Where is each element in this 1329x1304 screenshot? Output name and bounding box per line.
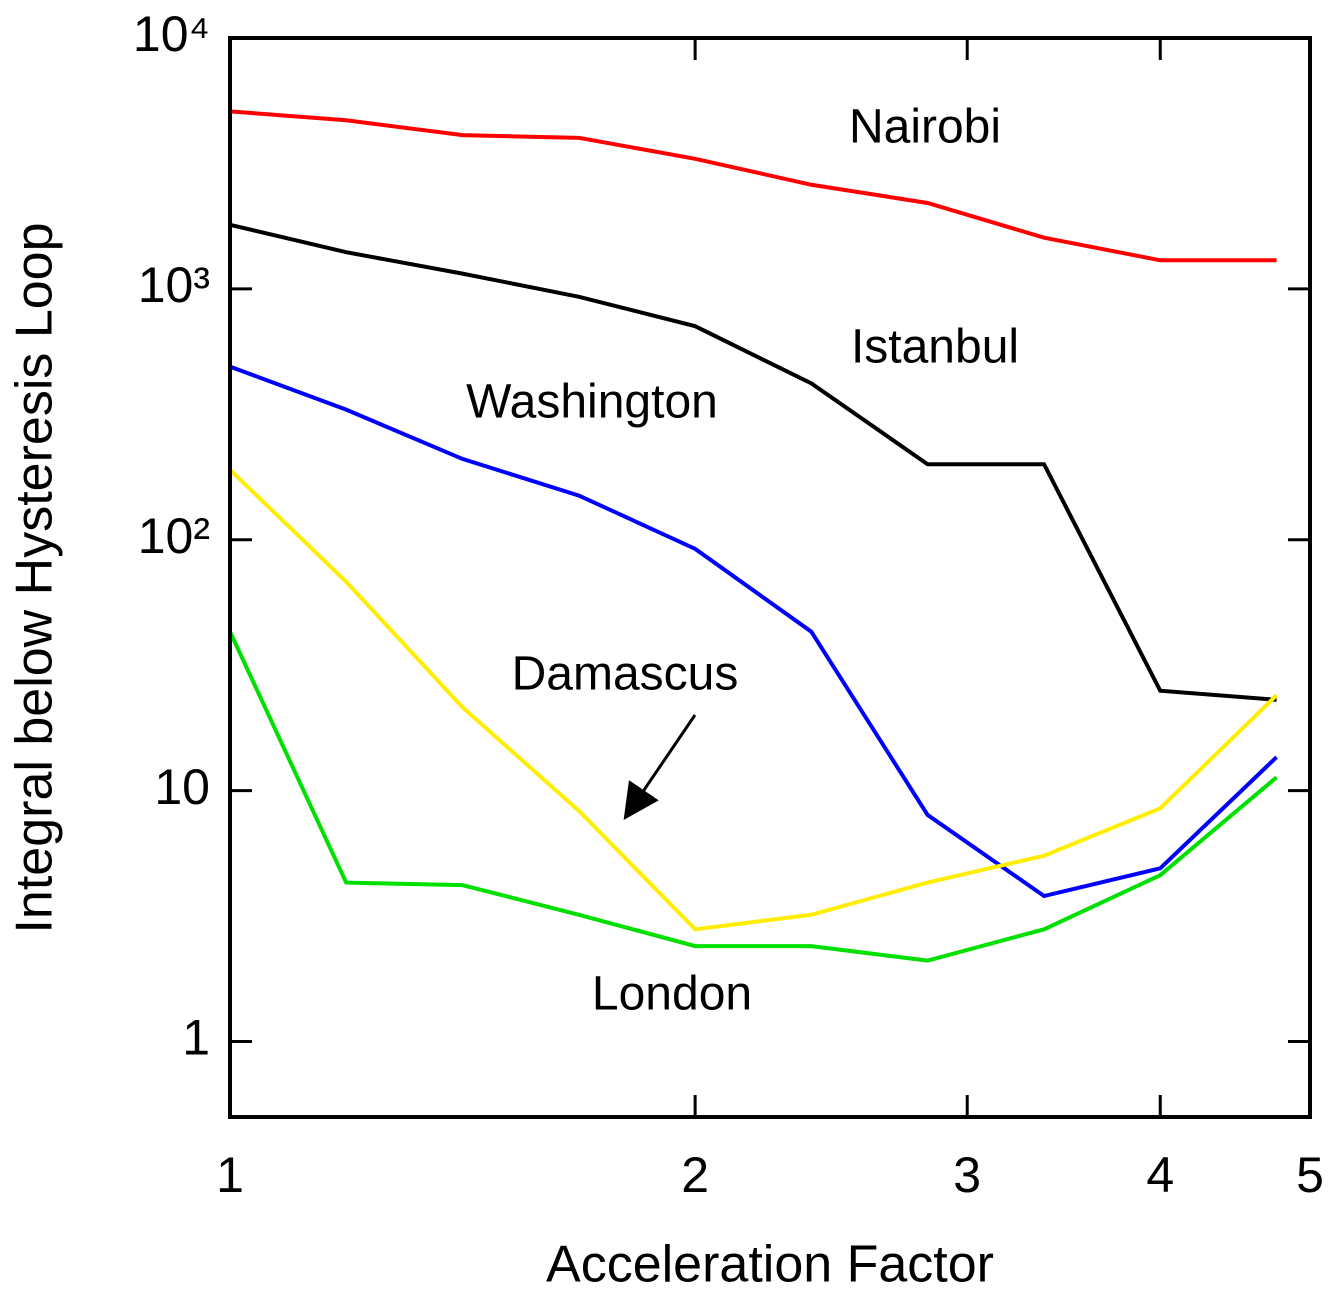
series-line: [228, 468, 1278, 932]
x-axis-label: Acceleration Factor: [546, 1236, 994, 1294]
series-line: [229, 364, 1278, 899]
y-tick-label: 10: [154, 759, 210, 815]
x-tick-label: 5: [1296, 1147, 1324, 1203]
series-label: Washington: [466, 376, 718, 429]
x-tick-label: 3: [953, 1147, 981, 1203]
series-label: Nairobi: [849, 101, 1001, 154]
y-tick-label: 10³: [138, 257, 210, 313]
plot-frame: [228, 36, 1312, 1119]
series-label: Istanbul: [851, 321, 1019, 374]
annotation-arrow: [623, 714, 697, 820]
series-label: London: [592, 968, 752, 1021]
series-label: Damascus: [512, 648, 739, 701]
x-tick-label: 4: [1146, 1147, 1174, 1203]
series-line: [228, 630, 1278, 963]
y-tick-label: 1: [182, 1010, 210, 1066]
x-tick-label: 2: [681, 1147, 709, 1203]
series-line: [229, 109, 1277, 263]
y-tick-label: 10²: [138, 508, 210, 564]
y-tick-label: 10⁴: [133, 6, 210, 62]
series-line: [229, 222, 1277, 702]
y-axis-label: Integral below Hysteresis Loop: [6, 222, 64, 933]
x-tick-label: 1: [216, 1147, 244, 1203]
